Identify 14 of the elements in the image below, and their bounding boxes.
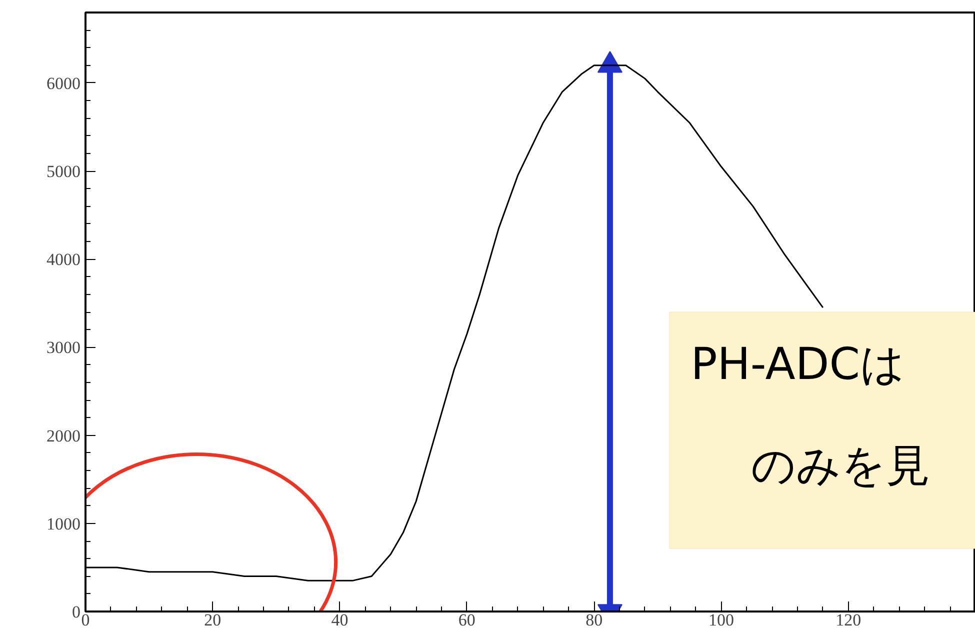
- y-tick-label: 5000: [46, 162, 80, 182]
- annotation: PH-ADCは: [690, 338, 905, 390]
- x-tick-label: 120: [836, 610, 862, 630]
- y-tick-label: 4000: [46, 250, 80, 270]
- x-tick-label: 60: [458, 610, 476, 630]
- y-tick-label: 6000: [46, 74, 80, 93]
- x-tick-label: 100: [708, 610, 734, 630]
- annotation: のみを見: [751, 440, 930, 492]
- y-tick-label: 2000: [46, 426, 80, 446]
- x-tick-label: 80: [586, 610, 603, 630]
- x-tick-label: 20: [204, 610, 222, 630]
- x-tick-label: 40: [331, 610, 348, 630]
- y-tick-label: 1000: [46, 514, 80, 534]
- y-tick-label: 3000: [46, 338, 80, 358]
